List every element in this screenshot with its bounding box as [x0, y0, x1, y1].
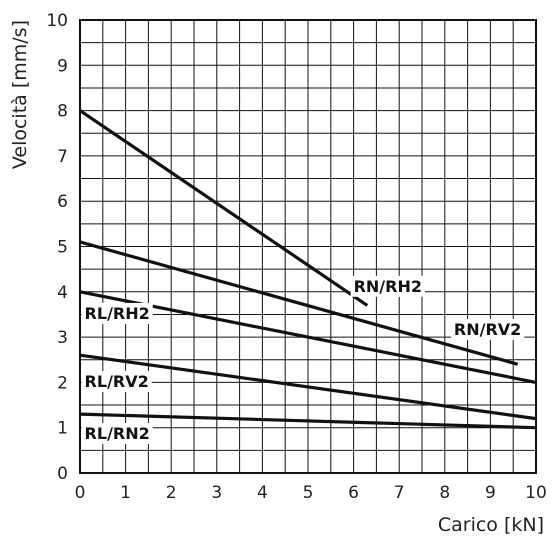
y-tick-label: 6	[57, 192, 68, 212]
x-tick-label: 7	[394, 483, 405, 503]
series-label-background	[350, 275, 426, 297]
series-label-group: RN/RH2	[350, 275, 426, 297]
series-line-rl-rh2	[79, 290, 537, 384]
series-label-background	[450, 318, 525, 340]
series-label-background	[81, 370, 152, 392]
series-label-rl-rv2: RL/RV2	[85, 372, 149, 391]
series-label-background	[81, 302, 153, 324]
series-line-rn-rv2	[79, 240, 519, 366]
y-tick-label: 2	[57, 373, 68, 393]
series-label-group: RN/RV2	[450, 318, 525, 340]
x-tick-label: 1	[120, 483, 131, 503]
series-label-rn-rh2: RN/RH2	[354, 277, 422, 296]
y-tick-label: 10	[46, 11, 68, 31]
x-tick-label: 2	[166, 483, 177, 503]
series-label-rl-rh2: RL/RH2	[85, 304, 150, 323]
x-tick-labels: 0 1 2 3 4 5 6 7 8 9 10	[75, 483, 547, 503]
x-tick-label: 0	[75, 483, 86, 503]
y-tick-label: 3	[57, 328, 68, 348]
series-line-rl-rn2	[79, 412, 537, 430]
y-tick-label: 0	[57, 464, 68, 484]
series-line-rn-rh2	[79, 109, 369, 307]
series-label-group: RL/RN2	[81, 423, 153, 445]
y-tick-labels: 0 1 2 3 4 5 6 7 8 9 10	[46, 11, 68, 484]
series-label-group: RL/RV2	[81, 370, 152, 392]
x-tick-label: 5	[303, 483, 314, 503]
series-line-rl-rv2	[79, 353, 537, 421]
x-tick-label: 4	[257, 483, 268, 503]
plot-frame	[79, 19, 537, 474]
series-group	[79, 109, 537, 430]
y-tick-label: 5	[57, 238, 68, 258]
series-labels: RN/RH2 RN/RV2 RL/RH2 RL/RV2 RL/RN2	[81, 275, 525, 445]
x-tick-label: 9	[485, 483, 496, 503]
x-tick-label: 10	[525, 483, 547, 503]
series-label-rn-rv2: RN/RV2	[454, 320, 521, 339]
x-tick-label: 3	[211, 483, 222, 503]
y-axis-title: Velocità [mm/s]	[9, 20, 31, 169]
y-tick-label: 8	[57, 102, 68, 122]
series-label-rl-rn2: RL/RN2	[85, 424, 150, 443]
y-tick-label: 7	[57, 147, 68, 167]
x-axis-title: Carico [kN]	[438, 514, 544, 536]
series-label-background	[81, 423, 153, 445]
y-tick-label: 9	[57, 56, 68, 76]
chart-grid	[80, 20, 536, 473]
x-tick-label: 8	[439, 483, 450, 503]
x-tick-label: 6	[348, 483, 359, 503]
series-label-group: RL/RH2	[81, 302, 153, 324]
y-tick-label: 4	[57, 283, 68, 303]
y-tick-label: 1	[57, 419, 68, 439]
